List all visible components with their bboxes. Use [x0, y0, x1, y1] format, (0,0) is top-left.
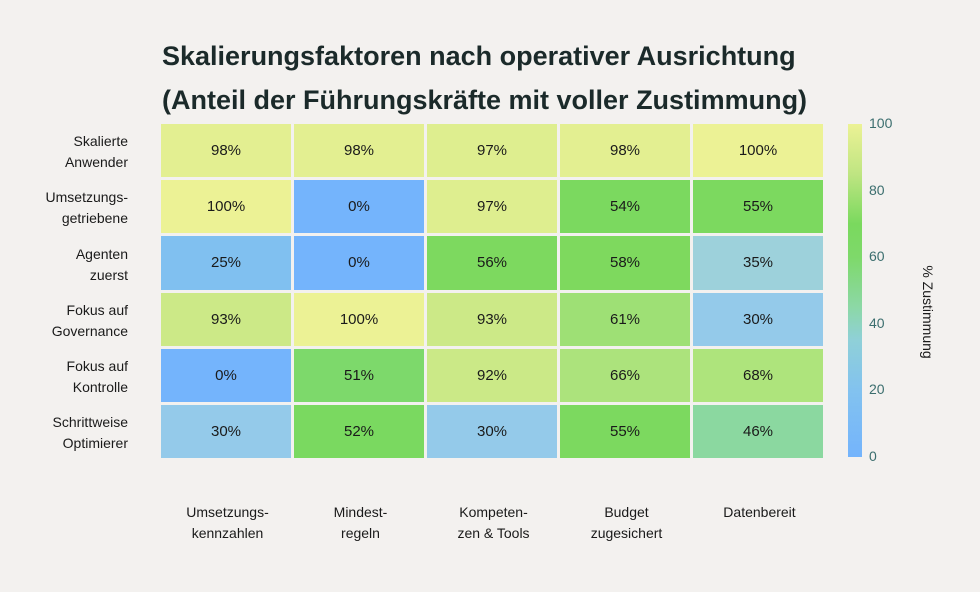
colorbar-tick: 40	[869, 314, 885, 331]
heatmap-cell: 93%	[161, 292, 291, 346]
colorbar-tick: 20	[869, 381, 885, 398]
heatmap-cell: 55%	[560, 405, 690, 459]
heatmap-cell: 35%	[693, 236, 823, 290]
heatmap-cell: 92%	[427, 348, 557, 402]
heatmap-cell: 55%	[693, 180, 823, 234]
column-label: Umsetzungs- kennzahlen	[186, 504, 269, 541]
title-line-1: Skalierungsfaktoren nach operativer Ausr…	[162, 41, 796, 71]
row-label: Fokus auf Governance	[51, 301, 128, 339]
heatmap-cell: 97%	[427, 180, 557, 234]
heatmap-cell: 30%	[161, 405, 291, 459]
heatmap-cell: 98%	[294, 124, 424, 178]
heatmap-cell: 93%	[427, 292, 557, 346]
row-label: Fokus auf Kontrolle	[66, 357, 128, 395]
heatmap-cell: 0%	[161, 348, 291, 402]
row-label: Skalierte Anwender	[64, 133, 128, 171]
heatmap-cell: 54%	[560, 180, 690, 234]
heatmap-cell: 97%	[427, 124, 557, 178]
heatmap-cell: 100%	[294, 292, 424, 346]
heatmap-cell: 30%	[693, 292, 823, 346]
heatmap-cell: 61%	[560, 292, 690, 346]
colorbar-tick: 100	[869, 115, 893, 131]
heatmap-cell: 100%	[693, 124, 823, 178]
colorbar-tick: 80	[869, 181, 885, 198]
colorbar	[848, 124, 862, 457]
row-label: Umsetzungs- getriebene	[45, 189, 128, 227]
heatmap-cell: 66%	[560, 348, 690, 402]
row-label: Schrittweise Optimierer	[52, 414, 128, 452]
heatmap-cell: 56%	[427, 236, 557, 290]
column-label: Kompeten- zen & Tools	[457, 504, 530, 541]
chart-title: Skalierungsfaktoren nach operativer Ausr…	[162, 34, 807, 122]
heatmap-cell: 51%	[294, 348, 424, 402]
column-label: Budget zugesichert	[590, 504, 663, 541]
heatmap-cell: 98%	[560, 124, 690, 178]
title-line-2: (Anteil der Führungskräfte mit voller Zu…	[162, 85, 808, 115]
colorbar-tick: 0	[869, 448, 877, 464]
heatmap-cell: 0%	[294, 236, 424, 290]
column-label: Datenbereit	[723, 504, 796, 520]
heatmap-cell: 0%	[294, 180, 424, 234]
heatmap-cell: 100%	[161, 180, 291, 234]
heatmap-cell: 68%	[693, 348, 823, 402]
heatmap-cell: 25%	[161, 236, 291, 290]
colorbar-label: % Zustimmung	[920, 265, 936, 359]
heatmap-cell: 98%	[161, 124, 291, 178]
column-label: Mindest- regeln	[333, 504, 388, 541]
heatmap-cell: 46%	[693, 405, 823, 459]
heatmap-cell: 30%	[427, 405, 557, 459]
heatmap-cell: 58%	[560, 236, 690, 290]
row-label: Agenten zuerst	[75, 245, 128, 283]
colorbar-tick: 60	[869, 248, 885, 265]
heatmap-cell: 52%	[294, 405, 424, 459]
